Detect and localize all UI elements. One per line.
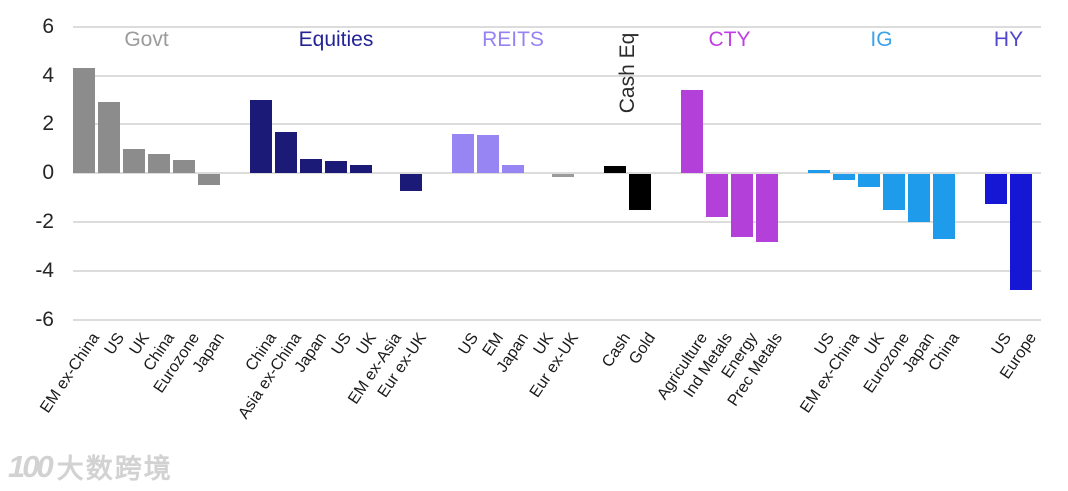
y-axis-tick-label: 4 bbox=[42, 63, 54, 87]
bar-equities-asia-ex-china bbox=[275, 131, 297, 174]
gridline-y-2 bbox=[73, 221, 1041, 224]
bar-ig-japan bbox=[908, 174, 930, 222]
group-header-equities: Equities bbox=[298, 28, 374, 51]
gridline-y2 bbox=[73, 123, 1041, 126]
bar-ig-em-ex-china bbox=[833, 174, 855, 181]
bar-govt-japan bbox=[198, 174, 220, 186]
bar-cash-eq-cash bbox=[604, 165, 626, 174]
bar-ig-china bbox=[933, 174, 955, 240]
gridline-y4 bbox=[73, 74, 1041, 77]
bar-equities-uk bbox=[350, 164, 372, 174]
y-axis-tick-label: 2 bbox=[42, 112, 54, 136]
bar-cty-energy bbox=[731, 174, 753, 237]
bar-reits-japan bbox=[502, 164, 524, 174]
bar-cty-prec-metals bbox=[756, 174, 778, 242]
bar-hy-us bbox=[985, 174, 1007, 204]
bar-govt-china bbox=[148, 153, 170, 174]
group-header-hy: HY bbox=[993, 28, 1024, 51]
gridline-y-6 bbox=[73, 319, 1041, 321]
bar-hy-europe bbox=[1010, 174, 1032, 291]
watermark: 100 大数跨境 bbox=[8, 447, 173, 486]
gridline-y-4 bbox=[73, 270, 1041, 273]
group-header-govt: Govt bbox=[124, 28, 169, 51]
bar-govt-uk bbox=[123, 148, 145, 174]
bar-equities-us bbox=[325, 161, 347, 174]
y-axis-tick-label: -6 bbox=[35, 308, 54, 331]
bar-reits-eur-ex-uk bbox=[552, 174, 574, 177]
y-axis-tick-label: 6 bbox=[42, 14, 54, 38]
bar-govt-em-ex-china bbox=[73, 68, 95, 174]
group-header-cash-eq: Cash Eq bbox=[615, 32, 639, 114]
bar-ig-uk bbox=[858, 174, 880, 187]
bar-reits-us bbox=[452, 134, 474, 174]
bar-equities-eur-ex-uk bbox=[400, 174, 422, 192]
bar-ig-eurozone bbox=[883, 174, 905, 210]
bar-govt-us bbox=[98, 102, 120, 174]
y-axis-tick-label: -2 bbox=[35, 210, 54, 234]
bar-govt-eurozone bbox=[173, 159, 195, 174]
group-header-reits: REITS bbox=[482, 28, 544, 51]
gridline-y0 bbox=[73, 172, 1041, 175]
group-header-ig: IG bbox=[870, 28, 893, 51]
group-header-cty: CTY bbox=[708, 28, 751, 51]
gridline-y6 bbox=[73, 25, 1041, 28]
y-axis-tick-label: -4 bbox=[35, 259, 54, 283]
bar-equities-japan bbox=[300, 158, 322, 174]
y-axis-tick-label: 0 bbox=[42, 161, 54, 185]
watermark-logo-icon: 100 bbox=[8, 448, 54, 484]
bar-cty-agriculture bbox=[681, 90, 703, 174]
watermark-text: 大数跨境 bbox=[56, 454, 173, 484]
bar-cty-ind-metals bbox=[706, 174, 728, 218]
bar-ig-us bbox=[808, 169, 830, 174]
bar-reits-em bbox=[477, 135, 499, 174]
bar-cash-eq-gold bbox=[629, 174, 651, 210]
bar-equities-china bbox=[250, 99, 272, 174]
